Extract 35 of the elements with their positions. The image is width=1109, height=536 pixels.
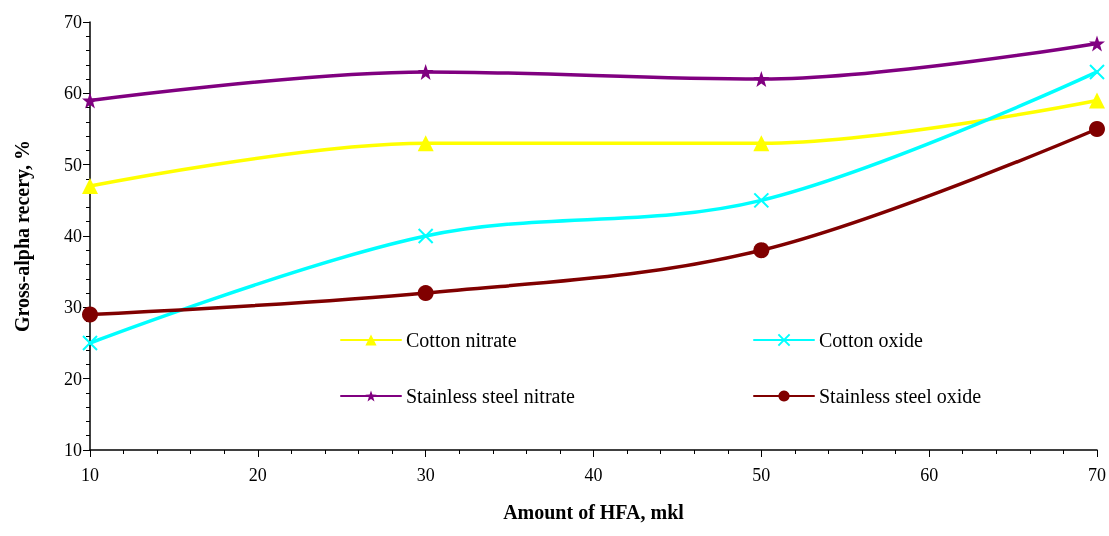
point (753, 135, 770, 152)
point (417, 135, 434, 152)
x-tick-label: 50 (752, 465, 771, 485)
y-axis-title: Gross-alpha recery, % (11, 139, 34, 333)
point (82, 335, 98, 351)
point (82, 306, 98, 323)
point (1089, 121, 1105, 137)
legend-label: Cotton nitrate (406, 329, 517, 351)
x-tick-label: 40 (584, 465, 603, 485)
y-tick-label: 70 (64, 12, 82, 32)
point (753, 192, 770, 209)
x-tick-label: 70 (1088, 465, 1106, 485)
point (417, 63, 434, 80)
legend-label: Cotton oxide (819, 329, 924, 351)
point (1089, 35, 1105, 52)
point (1089, 63, 1105, 80)
x-axis-title: Amount of HFA, mkl (503, 501, 685, 523)
y-tick-label: 10 (64, 440, 82, 460)
x-tick-label: 60 (920, 465, 939, 485)
point (753, 71, 770, 88)
x-tick-label: 20 (248, 465, 267, 485)
y-tick-label: 20 (64, 368, 82, 389)
legend-label: Stainless steel nitrate (406, 385, 575, 407)
y-tick-label: 40 (64, 226, 82, 246)
x-tick-label: 30 (416, 465, 435, 485)
y-tick-label: 60 (64, 83, 82, 104)
y-tick-label: 50 (64, 154, 82, 175)
point (1089, 92, 1105, 109)
x-tick-label: 10 (81, 465, 99, 485)
y-tick-label: 30 (64, 297, 82, 318)
point (753, 242, 770, 259)
point (417, 285, 434, 302)
legend-label: Stainless steel oxide (819, 385, 982, 407)
point (82, 178, 98, 195)
point (417, 228, 434, 244)
